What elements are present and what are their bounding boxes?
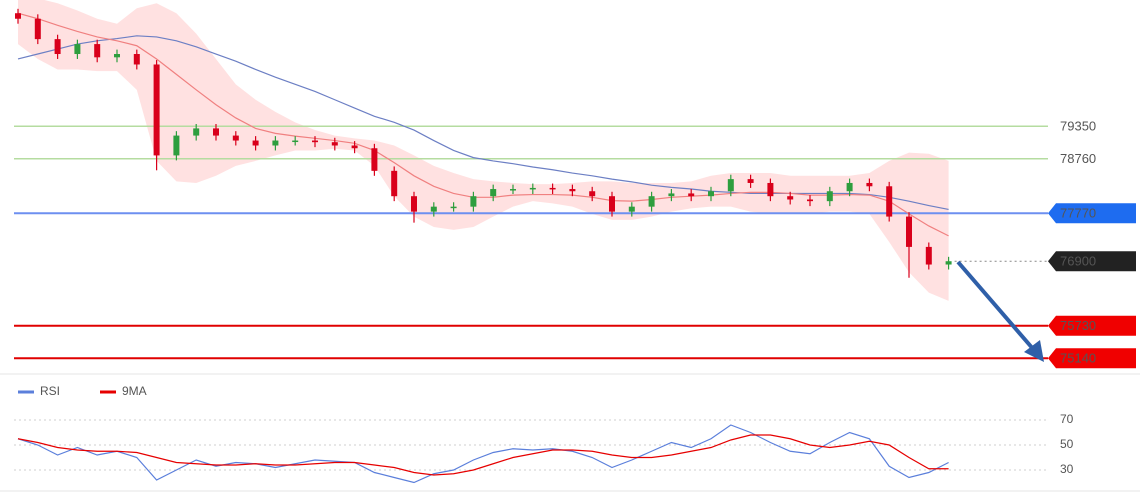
candle-body bbox=[351, 145, 358, 149]
candle-body bbox=[213, 128, 219, 136]
level-label-box bbox=[1048, 148, 1136, 169]
legend-label: RSI bbox=[40, 384, 60, 398]
candle-body bbox=[529, 187, 536, 190]
candle-body bbox=[133, 54, 140, 65]
level-label-box bbox=[1048, 348, 1136, 369]
candle-body bbox=[549, 187, 556, 190]
candle-body bbox=[628, 206, 635, 212]
rsi-layer: 30 50 70 RSI 9MA bbox=[14, 384, 1074, 484]
y-tick-label: 30 bbox=[1060, 462, 1074, 476]
candle-body bbox=[727, 179, 734, 192]
main-layer: 79350 78760 77770 76900 75730 75140 bbox=[14, 8, 1136, 369]
candle-body bbox=[292, 140, 299, 143]
level-label: 75140 bbox=[1060, 351, 1096, 366]
candle-body bbox=[94, 44, 101, 58]
band-layer bbox=[18, 0, 949, 301]
candle-body bbox=[173, 135, 180, 156]
candle-body bbox=[272, 140, 279, 146]
level-label: 77770 bbox=[1060, 206, 1096, 221]
level-label: 78760 bbox=[1060, 151, 1096, 166]
candle-body bbox=[490, 189, 497, 197]
bollinger-band bbox=[18, 0, 949, 301]
candle-body bbox=[688, 193, 695, 197]
candle-body bbox=[232, 135, 239, 141]
candle-body bbox=[74, 44, 81, 55]
candle-body bbox=[430, 206, 437, 212]
candle-body bbox=[411, 196, 417, 212]
candle-body bbox=[886, 186, 893, 217]
candle-body bbox=[648, 196, 655, 207]
candle-body bbox=[925, 246, 932, 265]
candle-body bbox=[866, 182, 873, 187]
candle-body bbox=[569, 189, 576, 192]
candle-body bbox=[945, 261, 952, 265]
level-label-box bbox=[1048, 315, 1136, 336]
legend-label: 9MA bbox=[122, 384, 147, 398]
candle-body bbox=[668, 193, 675, 197]
arrow-shaft bbox=[956, 260, 1036, 352]
level-label: 79350 bbox=[1060, 119, 1096, 134]
forecast-arrow bbox=[956, 260, 1044, 362]
candle-body bbox=[470, 196, 477, 207]
candle-body bbox=[312, 140, 318, 143]
series-line bbox=[17, 424, 949, 484]
candle-body bbox=[193, 128, 200, 136]
y-tick-label: 50 bbox=[1060, 437, 1074, 451]
candle-body bbox=[391, 170, 398, 197]
candle-body bbox=[510, 189, 516, 191]
candle-body bbox=[331, 142, 338, 146]
candle-body bbox=[589, 191, 596, 197]
candle-body bbox=[826, 191, 833, 202]
y-tick-label: 70 bbox=[1060, 412, 1074, 426]
candle-body bbox=[34, 18, 41, 40]
candle-body bbox=[114, 54, 120, 58]
candle-body bbox=[252, 140, 259, 146]
level-label-box bbox=[1048, 203, 1136, 224]
candle-body bbox=[371, 148, 378, 171]
candle-body bbox=[906, 216, 912, 247]
level-label-box bbox=[1048, 251, 1136, 272]
candle-body bbox=[54, 39, 61, 55]
candle-body bbox=[15, 13, 21, 19]
level-label-box bbox=[1048, 116, 1136, 137]
ma-fast-line bbox=[17, 12, 949, 237]
candle-body bbox=[450, 206, 457, 209]
arrow-head bbox=[1024, 340, 1044, 362]
candle-body bbox=[846, 182, 853, 192]
candle-body bbox=[153, 64, 160, 156]
series-line bbox=[17, 434, 949, 476]
candle-body bbox=[807, 199, 813, 202]
candle-body bbox=[747, 179, 754, 183]
candle-body bbox=[787, 196, 794, 200]
candle-body bbox=[767, 182, 774, 197]
level-label: 76900 bbox=[1060, 254, 1096, 269]
level-label: 75730 bbox=[1060, 318, 1096, 333]
candle-body bbox=[708, 191, 714, 197]
candle-body bbox=[609, 196, 615, 212]
